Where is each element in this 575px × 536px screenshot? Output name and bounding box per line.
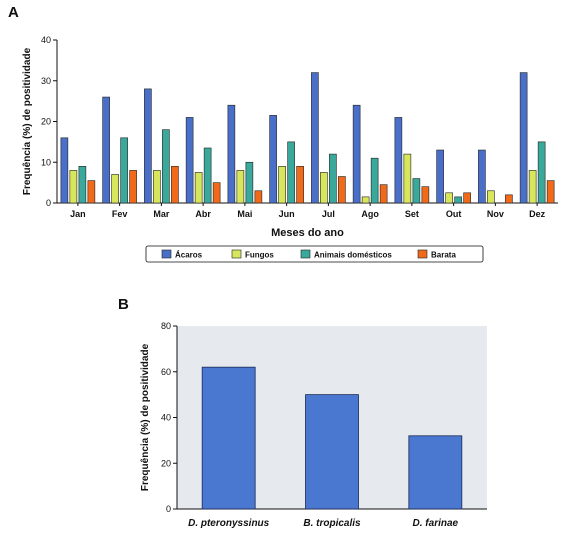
plot-area-b xyxy=(177,326,487,509)
bar-fungos-ago xyxy=(361,196,370,204)
x-tick-label-a: Jan xyxy=(70,209,86,219)
bar-fungos-out xyxy=(445,192,453,204)
bar-barata-set xyxy=(421,186,430,204)
bar-fungos-dez xyxy=(528,170,537,204)
y-tick-label-b: 60 xyxy=(161,367,171,377)
bar--caros-jun xyxy=(269,115,277,204)
x-tick-label-a: Fev xyxy=(112,209,128,219)
bar--caros-nov xyxy=(478,149,486,204)
x-tick-label-a: Mar xyxy=(153,209,170,219)
bar--caros-out xyxy=(436,149,444,204)
legend-swatch xyxy=(417,249,428,259)
y-tick-label-a: 20 xyxy=(41,117,51,127)
bar--caros-set xyxy=(394,117,403,204)
y-tick-label-a: 10 xyxy=(41,157,51,167)
bar-barata-out xyxy=(463,192,471,204)
x-axis-title-a: Meses do ano xyxy=(271,227,344,239)
bar-animais-dom-sticos-ago xyxy=(370,157,379,204)
bar-d-pteronyssinus xyxy=(201,366,256,510)
x-tick-label-a: Ago xyxy=(361,209,379,219)
legend-label: Animais domésticos xyxy=(314,251,392,260)
y-tick-label-b: 80 xyxy=(161,321,171,331)
y-tick-label-a: 30 xyxy=(41,76,51,86)
bar--caros-dez xyxy=(519,72,528,204)
bar-fungos-jun xyxy=(278,166,286,204)
legend-label: Ácaros xyxy=(175,251,203,260)
bar--caros-ago xyxy=(352,104,361,204)
x-tick-label-a: Set xyxy=(405,209,419,219)
x-tick-label-b: D. farinae xyxy=(413,518,459,529)
x-tick-label-a: Mai xyxy=(237,209,252,219)
panel-a-label: A xyxy=(8,4,19,21)
bar-fungos-jul xyxy=(320,172,328,204)
bar-animais-dom-sticos-fev xyxy=(120,137,128,204)
legend-label: Barata xyxy=(431,251,456,260)
panel-b-label: B xyxy=(118,296,129,313)
bar-barata-mai xyxy=(254,190,263,204)
bar-barata-dez xyxy=(546,180,555,204)
y-axis-title-a: Frequência (%) de positividade xyxy=(22,47,33,195)
bar-animais-dom-sticos-mai xyxy=(245,161,254,204)
bar-barata-jun xyxy=(296,166,304,204)
bar-fungos-fev xyxy=(111,174,119,204)
bar-fungos-abr xyxy=(194,172,203,204)
bar-fungos-nov xyxy=(487,190,495,204)
bar-barata-fev xyxy=(129,170,137,204)
y-tick-label-b: 40 xyxy=(161,413,171,423)
legend-label: Fungos xyxy=(245,251,274,260)
legend-box-a xyxy=(145,245,484,263)
y-axis-title-b: Frequência (%) de positividade xyxy=(140,343,151,491)
bar-fungos-jan xyxy=(69,170,78,204)
chart-a-monthly-positivity: 0 10 20 30 40 Jan Fev Mar Abr Mai Jun Jul Ago Set Out N… xyxy=(22,35,558,263)
bar-animais-dom-sticos-mar xyxy=(162,129,170,204)
x-tick-label-a: Dez xyxy=(529,209,546,219)
legend-swatch xyxy=(300,249,311,259)
bar-fungos-mai xyxy=(236,170,245,204)
y-tick-label-b: 0 xyxy=(166,504,171,514)
y-tick-label-a: 40 xyxy=(41,35,51,45)
x-tick-label-a: Jun xyxy=(279,209,295,219)
bar--caros-fev xyxy=(102,96,110,204)
y-tick-label-b: 20 xyxy=(161,458,171,468)
bar--caros-mai xyxy=(227,104,236,204)
bar-barata-ago xyxy=(379,184,388,204)
bar-animais-dom-sticos-abr xyxy=(203,147,212,204)
bar--caros-abr xyxy=(185,117,194,204)
bar-animais-dom-sticos-out xyxy=(454,196,462,204)
bar-animais-dom-sticos-jun xyxy=(287,141,295,204)
bar-barata-jan xyxy=(87,180,96,204)
bar-d-farinae xyxy=(408,435,463,510)
legend-swatch xyxy=(231,249,242,259)
bar--caros-mar xyxy=(144,88,152,204)
bar-barata-abr xyxy=(212,182,221,204)
bar-animais-dom-sticos-dez xyxy=(537,141,546,204)
bar-barata-jul xyxy=(338,176,346,204)
bar--caros-jul xyxy=(311,72,319,204)
x-tick-label-a: Jul xyxy=(322,209,335,219)
bar-barata-mar xyxy=(171,166,179,204)
bar-fungos-set xyxy=(403,153,412,204)
bar-animais-dom-sticos-jul xyxy=(329,153,337,204)
legend-swatch xyxy=(161,249,172,259)
x-tick-label-b: D. pteronyssinus xyxy=(188,518,270,529)
bar-animais-dom-sticos-set xyxy=(412,178,421,204)
x-tick-label-a: Nov xyxy=(487,209,504,219)
x-tick-label-a: Abr xyxy=(195,209,211,219)
bar--caros-jan xyxy=(60,137,69,204)
x-tick-label-b: B. tropicalis xyxy=(303,518,361,529)
y-tick-label-a: 0 xyxy=(46,198,51,208)
x-tick-label-a: Out xyxy=(446,209,462,219)
bar-fungos-mar xyxy=(153,170,161,204)
bar-barata-nov xyxy=(505,194,513,204)
bar-b-tropicalis xyxy=(305,394,359,510)
bar-animais-dom-sticos-jan xyxy=(78,166,87,204)
